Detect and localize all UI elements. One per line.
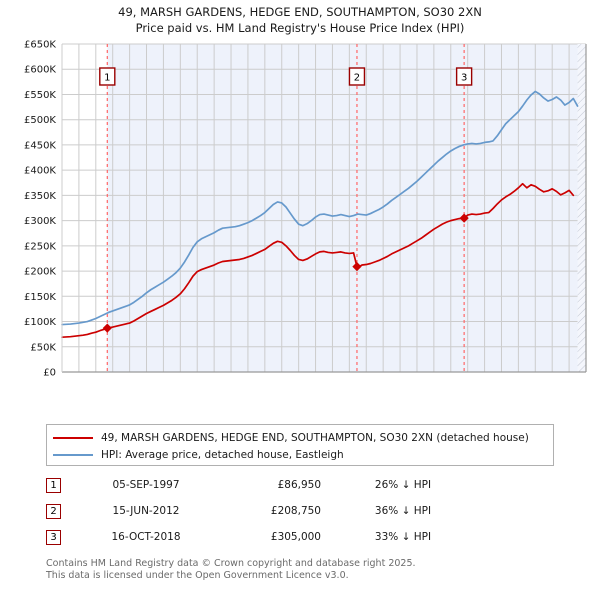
txn-index-badge: 3 bbox=[46, 529, 61, 545]
txn-date: 15-JUN-2012 bbox=[112, 505, 180, 517]
svg-text:£400K: £400K bbox=[24, 166, 56, 177]
txn-hpi-delta: 26% ↓ HPI bbox=[374, 479, 432, 491]
svg-text:£0: £0 bbox=[43, 368, 56, 379]
txn-hpi-delta: 33% ↓ HPI bbox=[374, 531, 432, 543]
svg-text:£100K: £100K bbox=[24, 317, 56, 328]
svg-text:£500K: £500K bbox=[24, 115, 56, 126]
txn-index-badge: 1 bbox=[46, 477, 61, 493]
chart-annotation-boxes: 1 2 3 bbox=[99, 67, 473, 86]
svg-text:£300K: £300K bbox=[24, 216, 56, 227]
price-history-line-chart: £0 £50K £100K £150K £200K £250K £300K £350K £400… bbox=[24, 40, 587, 379]
chart-y-axis-labels: £0 £50K £100K £150K £200K £250K £300K £350K £400… bbox=[24, 40, 56, 379]
legend-item-hpi: HPI: Average price, detached house, East… bbox=[53, 447, 547, 463]
svg-text:£200K: £200K bbox=[24, 267, 56, 278]
txn-price: £305,000 bbox=[270, 531, 321, 543]
table-row: 2 15-JUN-2012 £208,750 36% ↓ HPI bbox=[46, 498, 554, 524]
chart-plot-container: £0 £50K £100K £150K £200K £250K £300K £350K £400… bbox=[0, 38, 600, 378]
txn-index-badge: 2 bbox=[46, 503, 61, 519]
svg-text:3: 3 bbox=[461, 73, 467, 84]
chart-shaded-band bbox=[107, 44, 586, 372]
svg-text:£250K: £250K bbox=[24, 241, 56, 252]
legend-item-price-paid: 49, MARSH GARDENS, HEDGE END, SOUTHAMPTO… bbox=[53, 430, 547, 446]
chart-legend: 49, MARSH GARDENS, HEDGE END, SOUTHAMPTO… bbox=[46, 424, 554, 466]
txn-hpi-delta: 36% ↓ HPI bbox=[374, 505, 432, 517]
table-row: 3 16-OCT-2018 £305,000 33% ↓ HPI bbox=[46, 524, 554, 550]
copyright-footer: Contains HM Land Registry data © Crown c… bbox=[46, 558, 566, 581]
txn-date: 16-OCT-2018 bbox=[111, 531, 181, 543]
txn-price: £86,950 bbox=[277, 479, 321, 491]
legend-swatch-price-paid bbox=[53, 437, 93, 439]
footer-line-copyright: Contains HM Land Registry data © Crown c… bbox=[46, 558, 416, 569]
svg-text:£350K: £350K bbox=[24, 191, 56, 202]
chart-sale-markers bbox=[102, 213, 469, 333]
svg-text:£600K: £600K bbox=[24, 65, 56, 76]
legend-label-price-paid: 49, MARSH GARDENS, HEDGE END, SOUTHAMPTO… bbox=[101, 432, 529, 444]
txn-price: £208,750 bbox=[270, 505, 321, 517]
txn-date: 05-SEP-1997 bbox=[112, 479, 180, 491]
svg-text:£650K: £650K bbox=[24, 40, 56, 51]
chart-title-subtitle: Price paid vs. HM Land Registry's House … bbox=[135, 21, 465, 35]
footer-line-licence: This data is licensed under the Open Gov… bbox=[46, 569, 349, 581]
svg-text:1: 1 bbox=[104, 73, 110, 84]
svg-text:£550K: £550K bbox=[24, 90, 56, 101]
chart-axes bbox=[61, 44, 587, 373]
chart-series-lines bbox=[61, 90, 579, 339]
page-title: 49, MARSH GARDENS, HEDGE END, SOUTHAMPTO… bbox=[0, 4, 600, 36]
chart-title-address: 49, MARSH GARDENS, HEDGE END, SOUTHAMPTO… bbox=[118, 5, 482, 19]
svg-text:£450K: £450K bbox=[24, 140, 56, 151]
table-row: 1 05-SEP-1997 £86,950 26% ↓ HPI bbox=[46, 472, 554, 498]
svg-text:£150K: £150K bbox=[24, 292, 56, 303]
legend-label-hpi: HPI: Average price, detached house, East… bbox=[101, 449, 344, 461]
chart-sale-guidelines bbox=[106, 44, 465, 372]
chart-gridlines bbox=[61, 43, 587, 373]
legend-swatch-hpi bbox=[53, 454, 93, 456]
chart-forecast-hatch bbox=[577, 44, 586, 372]
transaction-table: 1 05-SEP-1997 £86,950 26% ↓ HPI 2 15-JUN… bbox=[46, 472, 554, 550]
svg-text:2: 2 bbox=[354, 73, 360, 84]
svg-text:£50K: £50K bbox=[30, 342, 56, 353]
